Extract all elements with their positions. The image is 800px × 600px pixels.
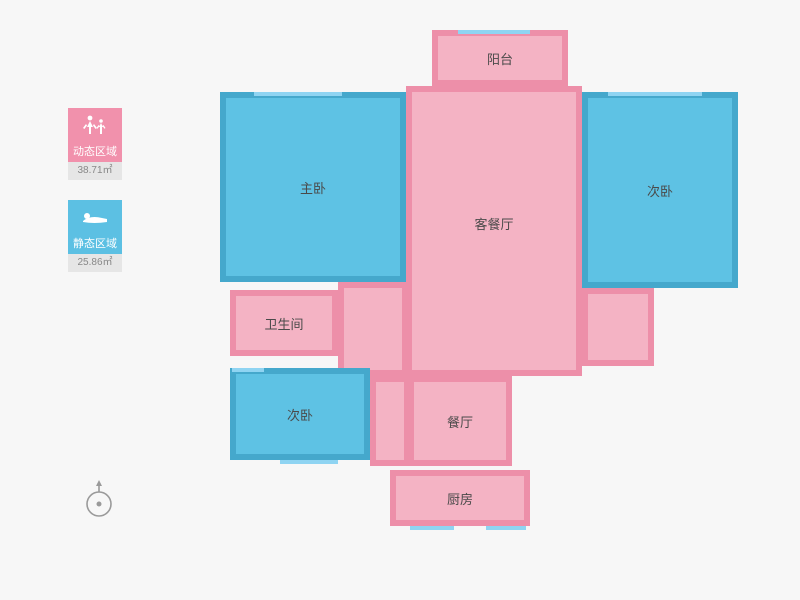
window-opening <box>280 460 338 464</box>
room-label: 餐厅 <box>447 412 473 431</box>
room-balcony: 阳台 <box>432 30 568 86</box>
room-kitchen: 厨房 <box>390 470 530 526</box>
room-master: 主卧 <box>220 92 406 282</box>
window-opening <box>458 30 530 34</box>
room-dining: 餐厅 <box>408 376 512 466</box>
legend-static-title: 静态区域 <box>68 234 122 254</box>
window-opening <box>608 92 702 96</box>
room-living: 客餐厅 <box>406 86 582 376</box>
room-corridor <box>370 376 410 466</box>
room-label: 次卧 <box>287 405 313 424</box>
room-label: 厨房 <box>447 489 473 508</box>
room-label: 卫生间 <box>264 314 303 333</box>
legend: 动态区域 38.71㎡ 静态区域 25.86㎡ <box>68 108 122 292</box>
people-icon <box>68 108 122 142</box>
room-hall_low <box>338 282 408 376</box>
legend-dynamic: 动态区域 38.71㎡ <box>68 108 122 180</box>
sleep-icon <box>68 200 122 234</box>
room-label: 客餐厅 <box>474 214 513 233</box>
room-label: 阳台 <box>487 49 513 68</box>
room-label: 主卧 <box>300 178 326 197</box>
window-opening <box>410 526 454 530</box>
legend-static-value: 25.86㎡ <box>68 254 122 272</box>
room-second1: 次卧 <box>582 92 738 288</box>
legend-dynamic-value: 38.71㎡ <box>68 162 122 180</box>
room-label: 次卧 <box>647 181 673 200</box>
room-bath: 卫生间 <box>230 290 338 356</box>
legend-dynamic-title: 动态区域 <box>68 142 122 162</box>
window-opening <box>486 526 526 530</box>
room-second2: 次卧 <box>230 368 370 460</box>
room-hall_r <box>582 288 654 366</box>
window-opening <box>232 368 264 372</box>
window-opening <box>254 92 342 96</box>
compass-icon <box>82 480 116 525</box>
floor-plan: 阳台客餐厅主卧次卧卫生间次卧餐厅厨房 <box>210 30 750 570</box>
legend-static: 静态区域 25.86㎡ <box>68 200 122 272</box>
